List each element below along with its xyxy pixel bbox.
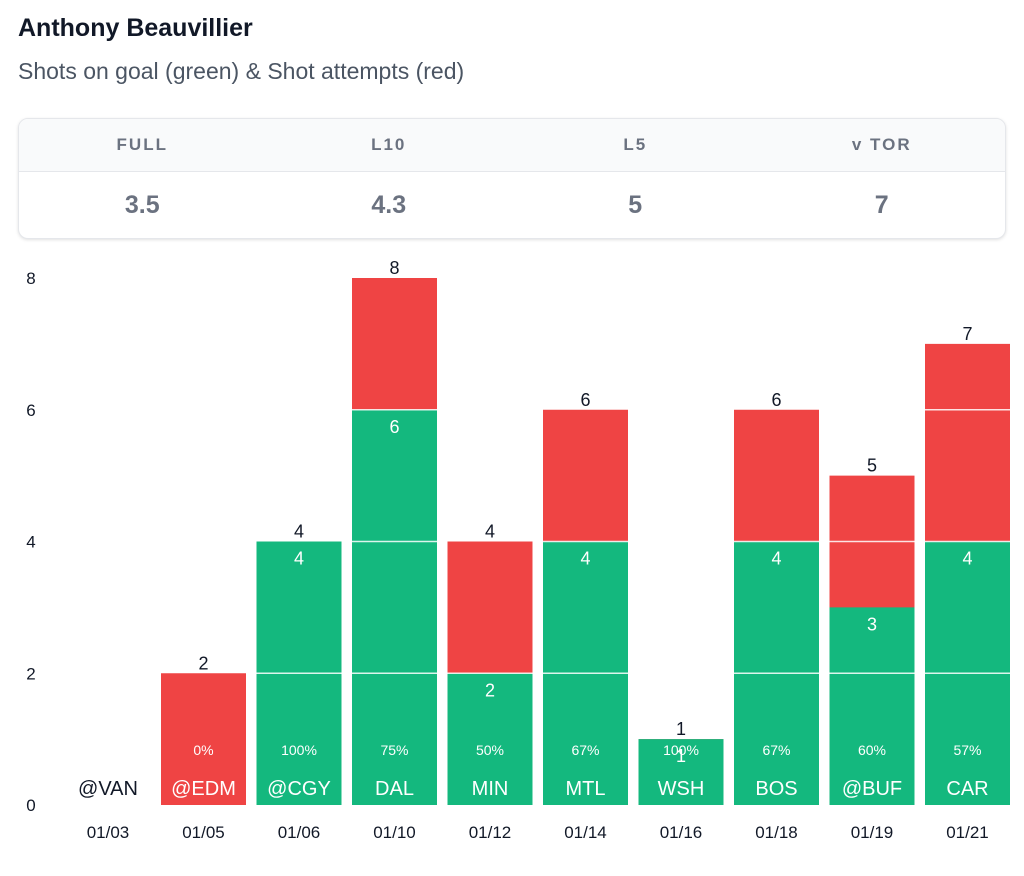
accuracy-percent-label: 75% <box>380 742 408 758</box>
attempts-value-label: 1 <box>676 719 686 739</box>
y-tick-label: 8 <box>26 269 35 288</box>
shots-on-goal-value-label: 1 <box>676 746 686 766</box>
accuracy-percent-label: 57% <box>953 742 981 758</box>
x-tick-label: 01/05 <box>182 823 225 842</box>
opponent-label: @EDM <box>171 778 236 800</box>
shots-on-goal-bar <box>352 409 437 805</box>
y-tick-label: 6 <box>26 401 35 420</box>
stat-value-vs-opponent: 7 <box>874 190 889 219</box>
chart-subtitle: Shots on goal (green) & Shot attempts (r… <box>18 58 465 84</box>
shots-on-goal-value-label: 4 <box>962 549 972 569</box>
shots-on-goal-value-label: 3 <box>867 614 877 634</box>
shots-on-goal-value-label: 4 <box>580 549 590 569</box>
x-tick-label: 01/03 <box>87 823 130 842</box>
opponent-label: MIN <box>472 778 509 800</box>
opponent-label: MTL <box>566 778 606 800</box>
opponent-label: BOS <box>755 778 797 800</box>
attempts-value-label: 4 <box>294 522 304 542</box>
opponent-label: @BUF <box>842 778 902 800</box>
accuracy-percent-label: 0% <box>193 742 213 758</box>
stats-table: FULL L10 L5 v TOR 3.5 4.3 5 7 <box>18 118 1006 239</box>
opponent-label: WSH <box>658 778 705 800</box>
x-tick-label: 01/14 <box>564 823 607 842</box>
accuracy-percent-label: 100% <box>281 742 317 758</box>
shots-on-goal-value-label: 6 <box>389 417 399 437</box>
opponent-label: @VAN <box>78 778 138 800</box>
shots-on-goal-bar <box>638 739 724 805</box>
opponent-label: CAR <box>946 778 988 800</box>
attempts-value-label: 8 <box>389 258 399 278</box>
shots-on-goal-bar <box>829 607 915 805</box>
x-tick-label: 01/10 <box>373 823 416 842</box>
accuracy-percent-label: 50% <box>476 742 504 758</box>
y-tick-label: 2 <box>26 664 35 683</box>
shots-on-goal-value-label: 4 <box>294 549 304 569</box>
stat-value-full: 3.5 <box>124 190 160 219</box>
stat-label-full: FULL <box>116 135 168 154</box>
player-name: Anthony Beauvillier <box>18 14 253 42</box>
opponent-label: @CGY <box>267 778 331 800</box>
x-tick-label: 01/18 <box>755 823 798 842</box>
attempts-value-label: 5 <box>867 456 877 476</box>
stat-value-l5: 5 <box>628 190 643 219</box>
stat-value-l10: 4.3 <box>371 190 407 219</box>
accuracy-percent-label: 67% <box>571 742 599 758</box>
y-tick-label: 0 <box>26 796 35 815</box>
x-tick-label: 01/19 <box>851 823 894 842</box>
shots-on-goal-value-label: 2 <box>485 680 495 700</box>
x-tick-label: 01/06 <box>278 823 321 842</box>
accuracy-percent-label: 100% <box>663 742 699 758</box>
stat-label-l10: L10 <box>371 135 407 154</box>
shots-on-goal-bar <box>447 673 533 805</box>
accuracy-percent-label: 60% <box>858 742 886 758</box>
attempts-bar <box>161 673 246 805</box>
opponent-label: DAL <box>375 778 414 800</box>
x-tick-label: 01/21 <box>946 823 989 842</box>
stats-value-row: 3.5 4.3 5 7 <box>19 172 1005 238</box>
stats-header-row: FULL L10 L5 v TOR <box>19 119 1005 172</box>
stat-label-vs-opponent: v TOR <box>851 135 912 154</box>
x-tick-label: 01/16 <box>660 823 703 842</box>
attempts-value-label: 2 <box>198 653 208 673</box>
attempts-value-label: 7 <box>962 324 972 344</box>
attempts-value-label: 6 <box>771 390 781 410</box>
attempts-value-label: 4 <box>485 522 495 542</box>
accuracy-percent-label: 67% <box>762 742 790 758</box>
attempts-value-label: 6 <box>580 390 590 410</box>
y-tick-label: 4 <box>26 533 35 552</box>
stat-label-l5: L5 <box>623 135 648 154</box>
shots-on-goal-value-label: 4 <box>771 549 781 569</box>
x-tick-label: 01/12 <box>469 823 512 842</box>
